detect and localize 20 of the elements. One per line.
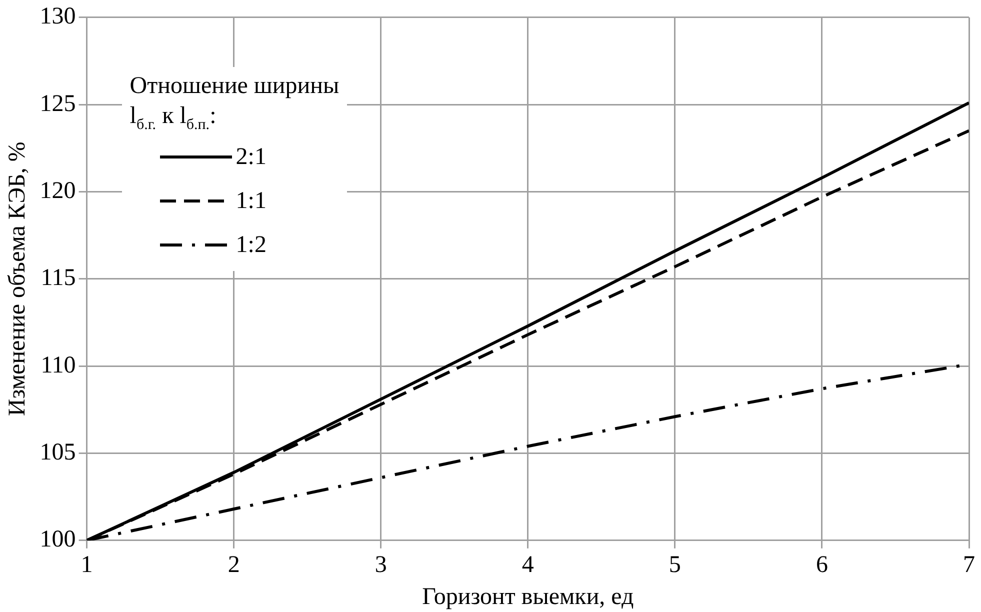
y-tick-label: 120 (40, 178, 76, 204)
x-tick-label: 1 (80, 552, 93, 578)
x-tick-label: 5 (668, 552, 681, 578)
x-tick-label: 6 (816, 552, 828, 578)
legend-label: 2:1 (236, 142, 266, 172)
legend-title: Отношение ширины l$_{б.г.}$ к l$_{б.п.}$: (130, 72, 340, 135)
x-tick-label: 2 (228, 552, 240, 578)
x-tick-label: 3 (374, 552, 387, 578)
x-tick-label: 7 (963, 552, 975, 578)
y-tick-label: 125 (40, 90, 76, 117)
y-tick-label: 115 (40, 265, 76, 292)
x-axis-title: Горизонт выемки, ед (422, 584, 634, 610)
y-tick-label: 100 (40, 526, 76, 553)
y-tick-label: 110 (40, 352, 76, 378)
legend-label: 1:1 (236, 186, 266, 216)
y-tick-label: 105 (40, 440, 76, 466)
y-tick-label: 130 (40, 4, 76, 30)
y-axis-title: Изменение объема КЭБ, % (4, 142, 31, 416)
legend-label: 1:2 (236, 230, 266, 260)
x-tick-label: 4 (522, 552, 534, 578)
